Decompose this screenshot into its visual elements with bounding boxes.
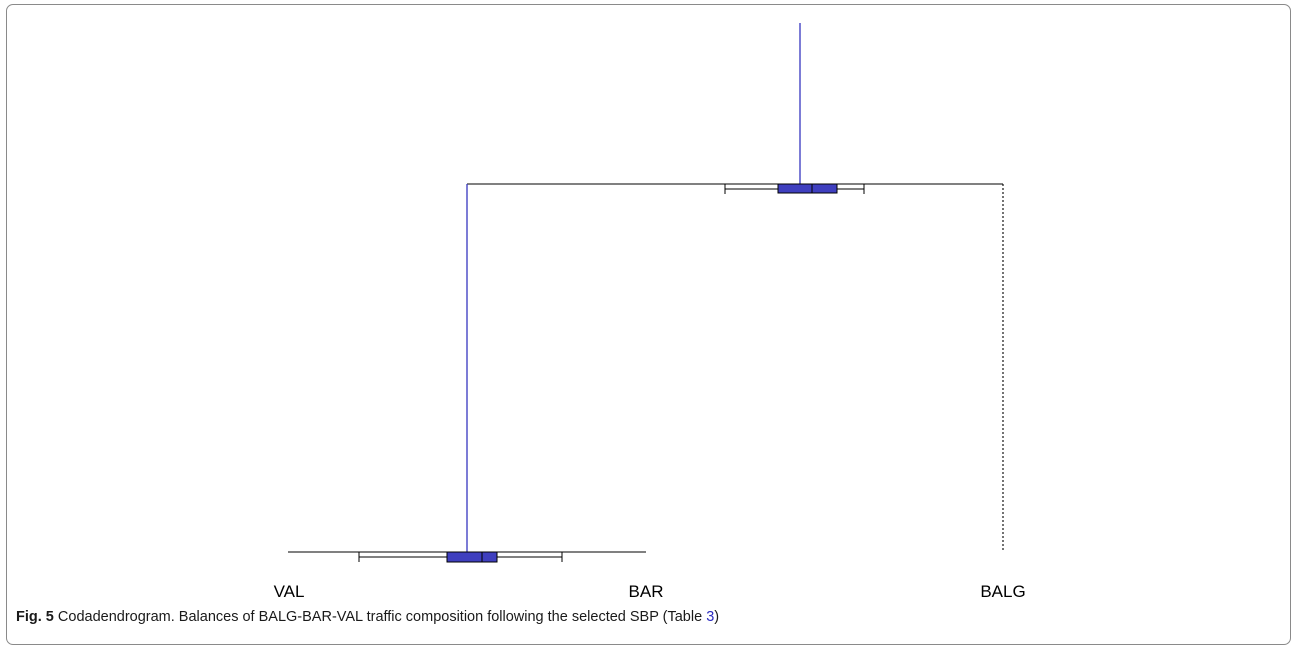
leaf-label-val: VAL	[273, 582, 305, 601]
caption-text: Codadendrogram. Balances of BALG-BAR-VAL…	[53, 609, 707, 625]
leaf-label-balg: BALG	[980, 582, 1026, 601]
root-boxplot	[724, 183, 865, 194]
root-box	[777, 183, 838, 194]
caption-text-end: )	[714, 609, 720, 625]
figure-caption: Fig. 5 Codadendrogram. Balances of BALG-…	[16, 609, 719, 625]
leaf-label-bar: BAR	[628, 582, 664, 601]
figure-label: Fig. 5	[16, 609, 54, 625]
table-reference-link[interactable]: 3	[706, 609, 715, 625]
figure-frame	[6, 4, 1291, 645]
lower-boxplot	[358, 551, 563, 563]
lower-box	[446, 551, 498, 563]
